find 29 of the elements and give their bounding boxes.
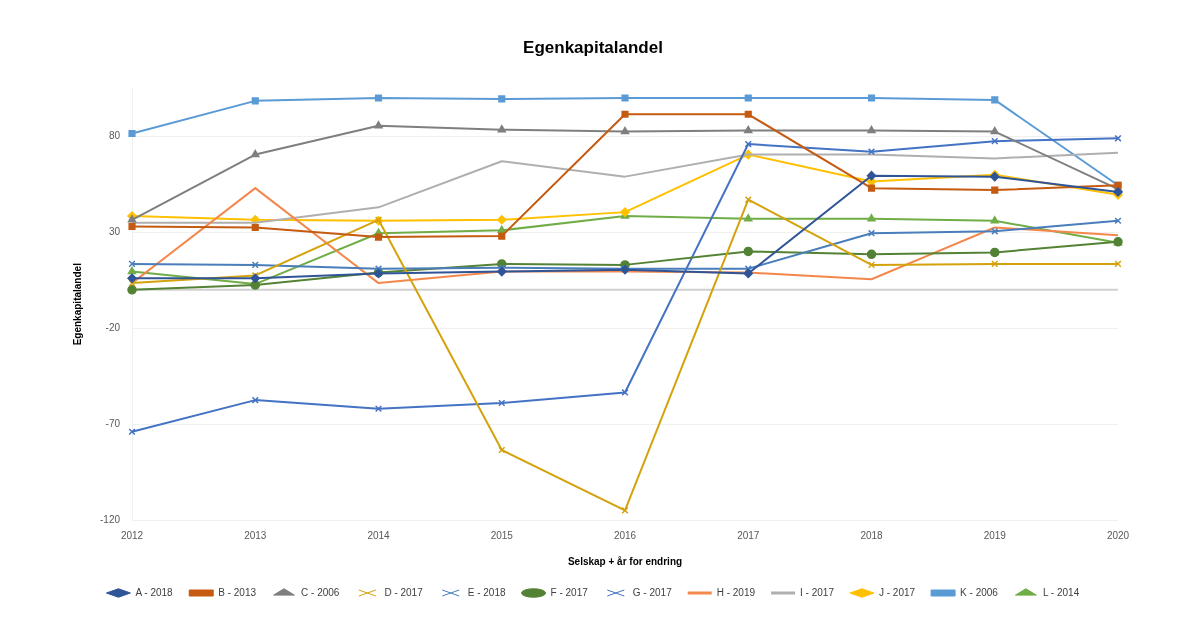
y-tick-label: -120	[100, 513, 121, 525]
y-axis-title: Egenkapitalandel	[71, 262, 83, 346]
x-tick-label: 2016	[613, 529, 637, 541]
legend-label: A - 2018	[135, 586, 174, 598]
x-tick-label: 2015	[490, 529, 514, 541]
legend-label: K - 2006	[960, 586, 999, 598]
legend-label: F - 2017	[550, 586, 589, 598]
legend-label: L - 2014	[1042, 586, 1080, 598]
x-tick-label: 2018	[860, 529, 884, 541]
y-tick-label: 80	[108, 130, 121, 142]
legend-label: D - 2017	[384, 586, 424, 598]
x-tick-label: 2020	[1106, 529, 1130, 541]
legend-label: G - 2017	[632, 586, 673, 598]
x-tick-label: 2019	[983, 529, 1007, 541]
legend-label: E - 2018	[467, 586, 506, 598]
chart-title: Egenkapitalandel	[523, 37, 663, 57]
y-tick-label: 30	[108, 226, 121, 238]
y-tick-label: -70	[105, 417, 121, 429]
x-tick-label: 2017	[737, 529, 760, 541]
legend-label: I - 2017	[800, 586, 835, 598]
legend-label: B - 2013	[218, 586, 257, 598]
x-tick-label: 2014	[367, 529, 391, 541]
y-tick-label: -20	[105, 321, 121, 333]
x-tick-label: 2013	[244, 529, 267, 541]
legend-label: J - 2017	[878, 586, 916, 598]
x-axis-title: Selskap + år for endring	[567, 555, 683, 567]
legend-label: H - 2019	[716, 586, 756, 598]
legend-label: C - 2006	[301, 586, 340, 598]
x-tick-label: 2012	[120, 529, 144, 541]
